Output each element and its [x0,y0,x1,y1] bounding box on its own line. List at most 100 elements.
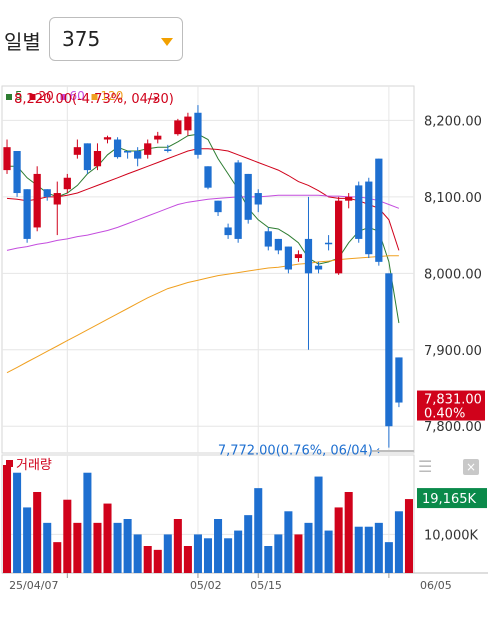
legend-swatch [29,94,36,100]
candle-body [234,162,242,239]
candle-body [224,227,232,236]
x-tick-label: 05/15 [250,579,282,592]
volume-bar [3,465,12,573]
menu-icon[interactable]: ☰ [418,457,432,476]
volume-bar [163,534,172,573]
legend-label: 120 [101,89,124,103]
volume-bar [193,534,202,573]
volume-bar [33,492,42,573]
volume-bar [183,546,192,573]
x-tick-label: 25/04/07 [9,579,58,592]
volume-bar [43,522,52,573]
candle-body [123,150,132,153]
ma60-line [6,194,400,251]
candle-body [194,112,202,155]
volume-bar [234,530,243,573]
volume-bar [63,499,72,573]
candle-body [375,158,383,262]
candle-body [304,238,313,274]
candle-body [134,150,142,159]
volume-legend-swatch [6,460,13,467]
chart-svg: 8,200.00 8,100.00 8,000.00 7,900.00 7,800.00… [1,85,488,592]
price-tick-label: 8,100.00 [424,191,482,206]
volume-bar [334,507,343,573]
volume-bar [374,522,383,573]
volume-bar [344,492,353,573]
volume-bar [133,534,142,573]
close-icon[interactable] [463,459,479,475]
volume-bar [103,503,112,573]
volume-bar [93,522,102,573]
candle-body [324,242,333,245]
stock-chart[interactable]: 8,200.00 8,100.00 8,000.00 7,900.00 7,800.00… [0,85,490,605]
volume-bar [264,546,273,573]
candle-body [264,231,272,247]
scroll-indicator [372,450,414,452]
ma120-line [6,255,399,374]
candle-body [395,357,403,403]
volume-bar [53,542,62,573]
price-tick-label: 7,900.00 [424,344,482,359]
candle-body [174,120,182,135]
price-tick-label: 8,200.00 [424,114,482,129]
legend-swatch [60,94,67,100]
volume-tick-label: 10,000K [424,528,478,543]
candle-body [345,196,353,201]
volume-bar [244,515,253,573]
volume-bar [254,488,263,573]
candle-body [284,246,293,270]
candle-body [385,273,393,427]
candle-body [254,193,262,205]
period-select[interactable]: 375 [49,17,183,61]
volume-bar [394,511,403,573]
volume-bar [404,499,413,573]
volume-bar [173,519,182,573]
volume-bar [384,542,393,573]
candle-body [33,173,41,228]
high-arrow-icon: → [147,92,158,107]
candle-body [184,116,192,131]
candle-body [314,265,323,270]
candle-body [144,143,152,155]
high-annotation: 8,220.00(-4.73%, 04/30) [14,92,174,107]
candle-body [83,143,92,171]
candle-body [365,181,373,255]
volume-bar [123,519,132,573]
current-price-badge [417,390,485,421]
candle-body [53,193,61,205]
period-label: 일별 [4,30,41,54]
candle-body [113,139,122,158]
candle-body [335,200,343,274]
legend-swatch [91,94,98,100]
ma20-line [6,148,400,251]
chevron-down-icon [161,38,173,46]
volume-bar [153,549,162,573]
price-panel-frame [1,85,415,454]
volume-bar [203,538,213,573]
legend-label: 20 [39,89,54,103]
price-tick-label: 8,000.00 [424,267,482,282]
candle-body [274,238,282,251]
candle-body [93,150,102,167]
volume-bar [354,526,363,573]
candle-body [164,149,172,151]
x-tick-label: 05/02 [190,579,222,592]
candle-body [214,200,222,213]
volume-bar [274,534,283,573]
volume-bar [143,546,152,573]
candle-body [244,173,252,220]
volume-title: 거래량 [16,458,52,473]
candle-body [43,189,51,197]
volume-bar [284,511,293,573]
price-tick-label: 7,800.00 [424,420,482,435]
low-annotation: 7,772.00(0.76%, 06/04) [218,444,373,459]
candle-body [103,137,112,140]
volume-bar [113,522,122,573]
volume-bar [214,519,223,573]
current-volume-label: 19,165K [422,492,476,507]
legend-swatch [6,94,12,100]
candle-body [154,135,162,140]
period-select-value: 375 [62,27,101,51]
candle-body [73,147,81,155]
volume-bar [13,472,22,573]
